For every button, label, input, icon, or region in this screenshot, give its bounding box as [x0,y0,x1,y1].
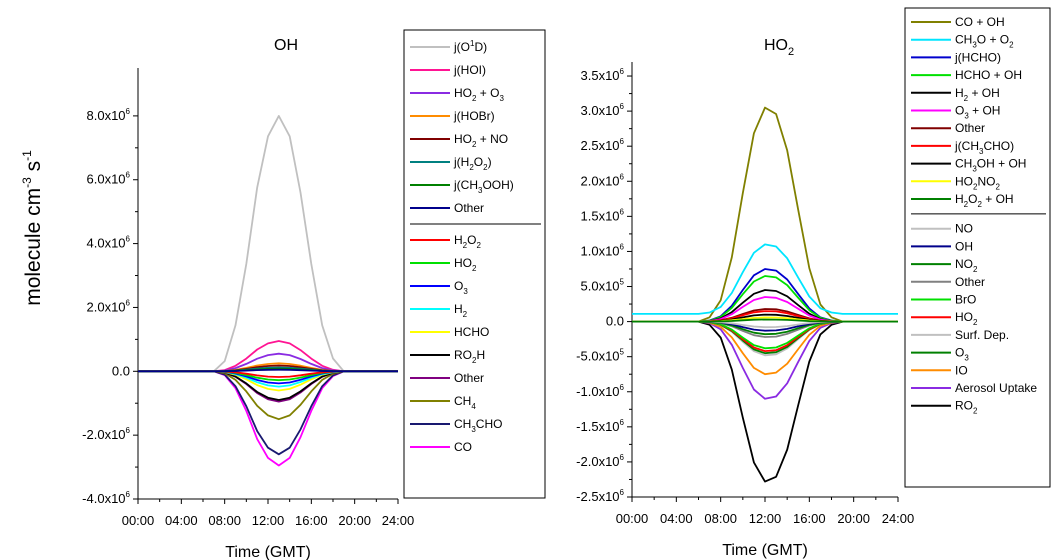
y-tick-label: 4.0x106 [87,235,131,251]
legend-label: CH4 [454,394,476,411]
y-tick-label: 0.0 [112,363,130,378]
legend-label: O3 [454,279,468,296]
legend-label: Other [454,371,484,385]
x-tick-label: 24:00 [382,513,415,528]
x-tick-label: 08:00 [704,511,737,526]
legend-label: HO2 [955,310,978,327]
legend-label: j(H2O2) [453,155,492,172]
ho2-series-line [632,320,898,332]
y-tick-label: 1.0x106 [581,242,625,258]
oh-chart-title: OH [274,37,298,54]
legend-label: j(HOBr) [453,109,495,123]
legend-label: H2O2 [454,233,481,250]
legend-label: HO2 [454,256,477,273]
oh-series-line [138,370,398,456]
y-tick-label: 2.5x106 [581,137,625,153]
ho2-panel: 3.5x106 3.0x106 2.5x106 2.0x106 1.5x106 1.0x1… [576,7,1051,559]
legend-label: CO + OH [955,15,1005,29]
legend-label: Aerosol Uptake [955,381,1037,395]
ho2-series-line [632,320,898,483]
ho2-series-line [632,318,898,323]
y-tick-label: -1.5x106 [576,418,624,434]
legend-label: HO2NO2 [955,174,1000,191]
legend-label: HCHO + OH [955,68,1022,82]
oh-x-axis-label: Time (GMT) [225,544,311,560]
legend-label: RO2H [454,348,485,365]
y-tick-label: 2.0x106 [581,172,625,188]
oh-legend [403,29,546,499]
y-tick-label: -2.5x106 [576,488,624,504]
ho2-legend [904,7,1051,488]
x-tick-label: 16:00 [793,511,826,526]
legend-label: HO2 + O3 [454,86,504,103]
oh-panel: 8.0x106 6.0x106 4.0x106 2.0x106 0.0 -2.0x106 -… [82,29,546,560]
y-tick-label: -4.0x106 [82,490,130,506]
x-tick-label: 00:00 [616,511,649,526]
legend-label: Other [955,121,985,135]
legend-label: OH [955,239,973,253]
legend-label: j(CH3CHO) [954,139,1014,156]
x-tick-label: 20:00 [338,513,371,528]
y-tick-label: 6.0x106 [87,171,131,187]
legend-label: H2 [454,302,468,319]
legend-label: CH3OH + OH [955,157,1026,174]
legend-label: RO2 [955,399,978,416]
legend-label: Surf. Dep. [955,328,1009,342]
legend-label: CO [454,440,472,454]
ho2-chart-title: HO2 [764,37,794,58]
legend-label: BrO [955,293,976,307]
legend-label: CH3CHO [454,417,502,434]
x-tick-label: 04:00 [165,513,198,528]
y-tick-label: -2.0x106 [576,453,624,469]
legend-label: Other [454,201,484,215]
y-tick-label: 1.5x106 [581,207,625,223]
oh-series-line [138,115,398,373]
legend-label: j(HOI) [453,63,486,77]
oh-series-line [138,370,398,392]
legend-label: HCHO [454,325,489,339]
ho2-series-line [632,320,898,400]
y-tick-label: -2.0x106 [82,426,130,442]
x-tick-label: 08:00 [208,513,241,528]
legend-label: Other [955,275,985,289]
x-tick-label: 16:00 [295,513,328,528]
x-tick-label: 20:00 [837,511,870,526]
ho2-series-line [632,243,898,315]
x-tick-label: 12:00 [749,511,782,526]
y-tick-label: 0.0 [606,314,624,329]
x-tick-label: 24:00 [882,511,915,526]
legend-label: O3 [955,346,969,363]
legend-label: H2O2 + OH [955,192,1014,209]
legend-label: j(HCHO) [954,50,1001,64]
oh-series-line [138,368,398,373]
legend-label: j(O1D) [453,39,487,54]
legend-label: HO2 + NO [454,132,508,149]
legend-label: j(CH3OOH) [453,178,514,195]
x-tick-label: 12:00 [252,513,285,528]
y-tick-label: -5.0x105 [576,348,624,364]
y-tick-label: 8.0x106 [87,107,131,123]
y-tick-label: 5.0x105 [581,278,625,294]
x-tick-label: 00:00 [122,513,155,528]
ho2-x-axis-label: Time (GMT) [722,542,808,559]
legend-label: O3 + OH [955,104,1000,121]
x-tick-label: 04:00 [660,511,693,526]
legend-label: CH3O + O2 [955,33,1014,50]
y-tick-label: -1.0x106 [576,383,624,399]
y-axis-label: molecule cm-3 s-1 [20,150,45,306]
legend-label: H2 + OH [955,86,1000,103]
y-tick-label: 3.0x106 [581,102,625,118]
y-tick-label: 2.0x106 [87,298,131,314]
legend-label: NO [955,222,973,236]
y-tick-label: 3.5x106 [581,67,625,83]
legend-label: IO [955,363,968,377]
oh-series-line [138,370,398,421]
legend-label: NO2 [955,257,978,274]
